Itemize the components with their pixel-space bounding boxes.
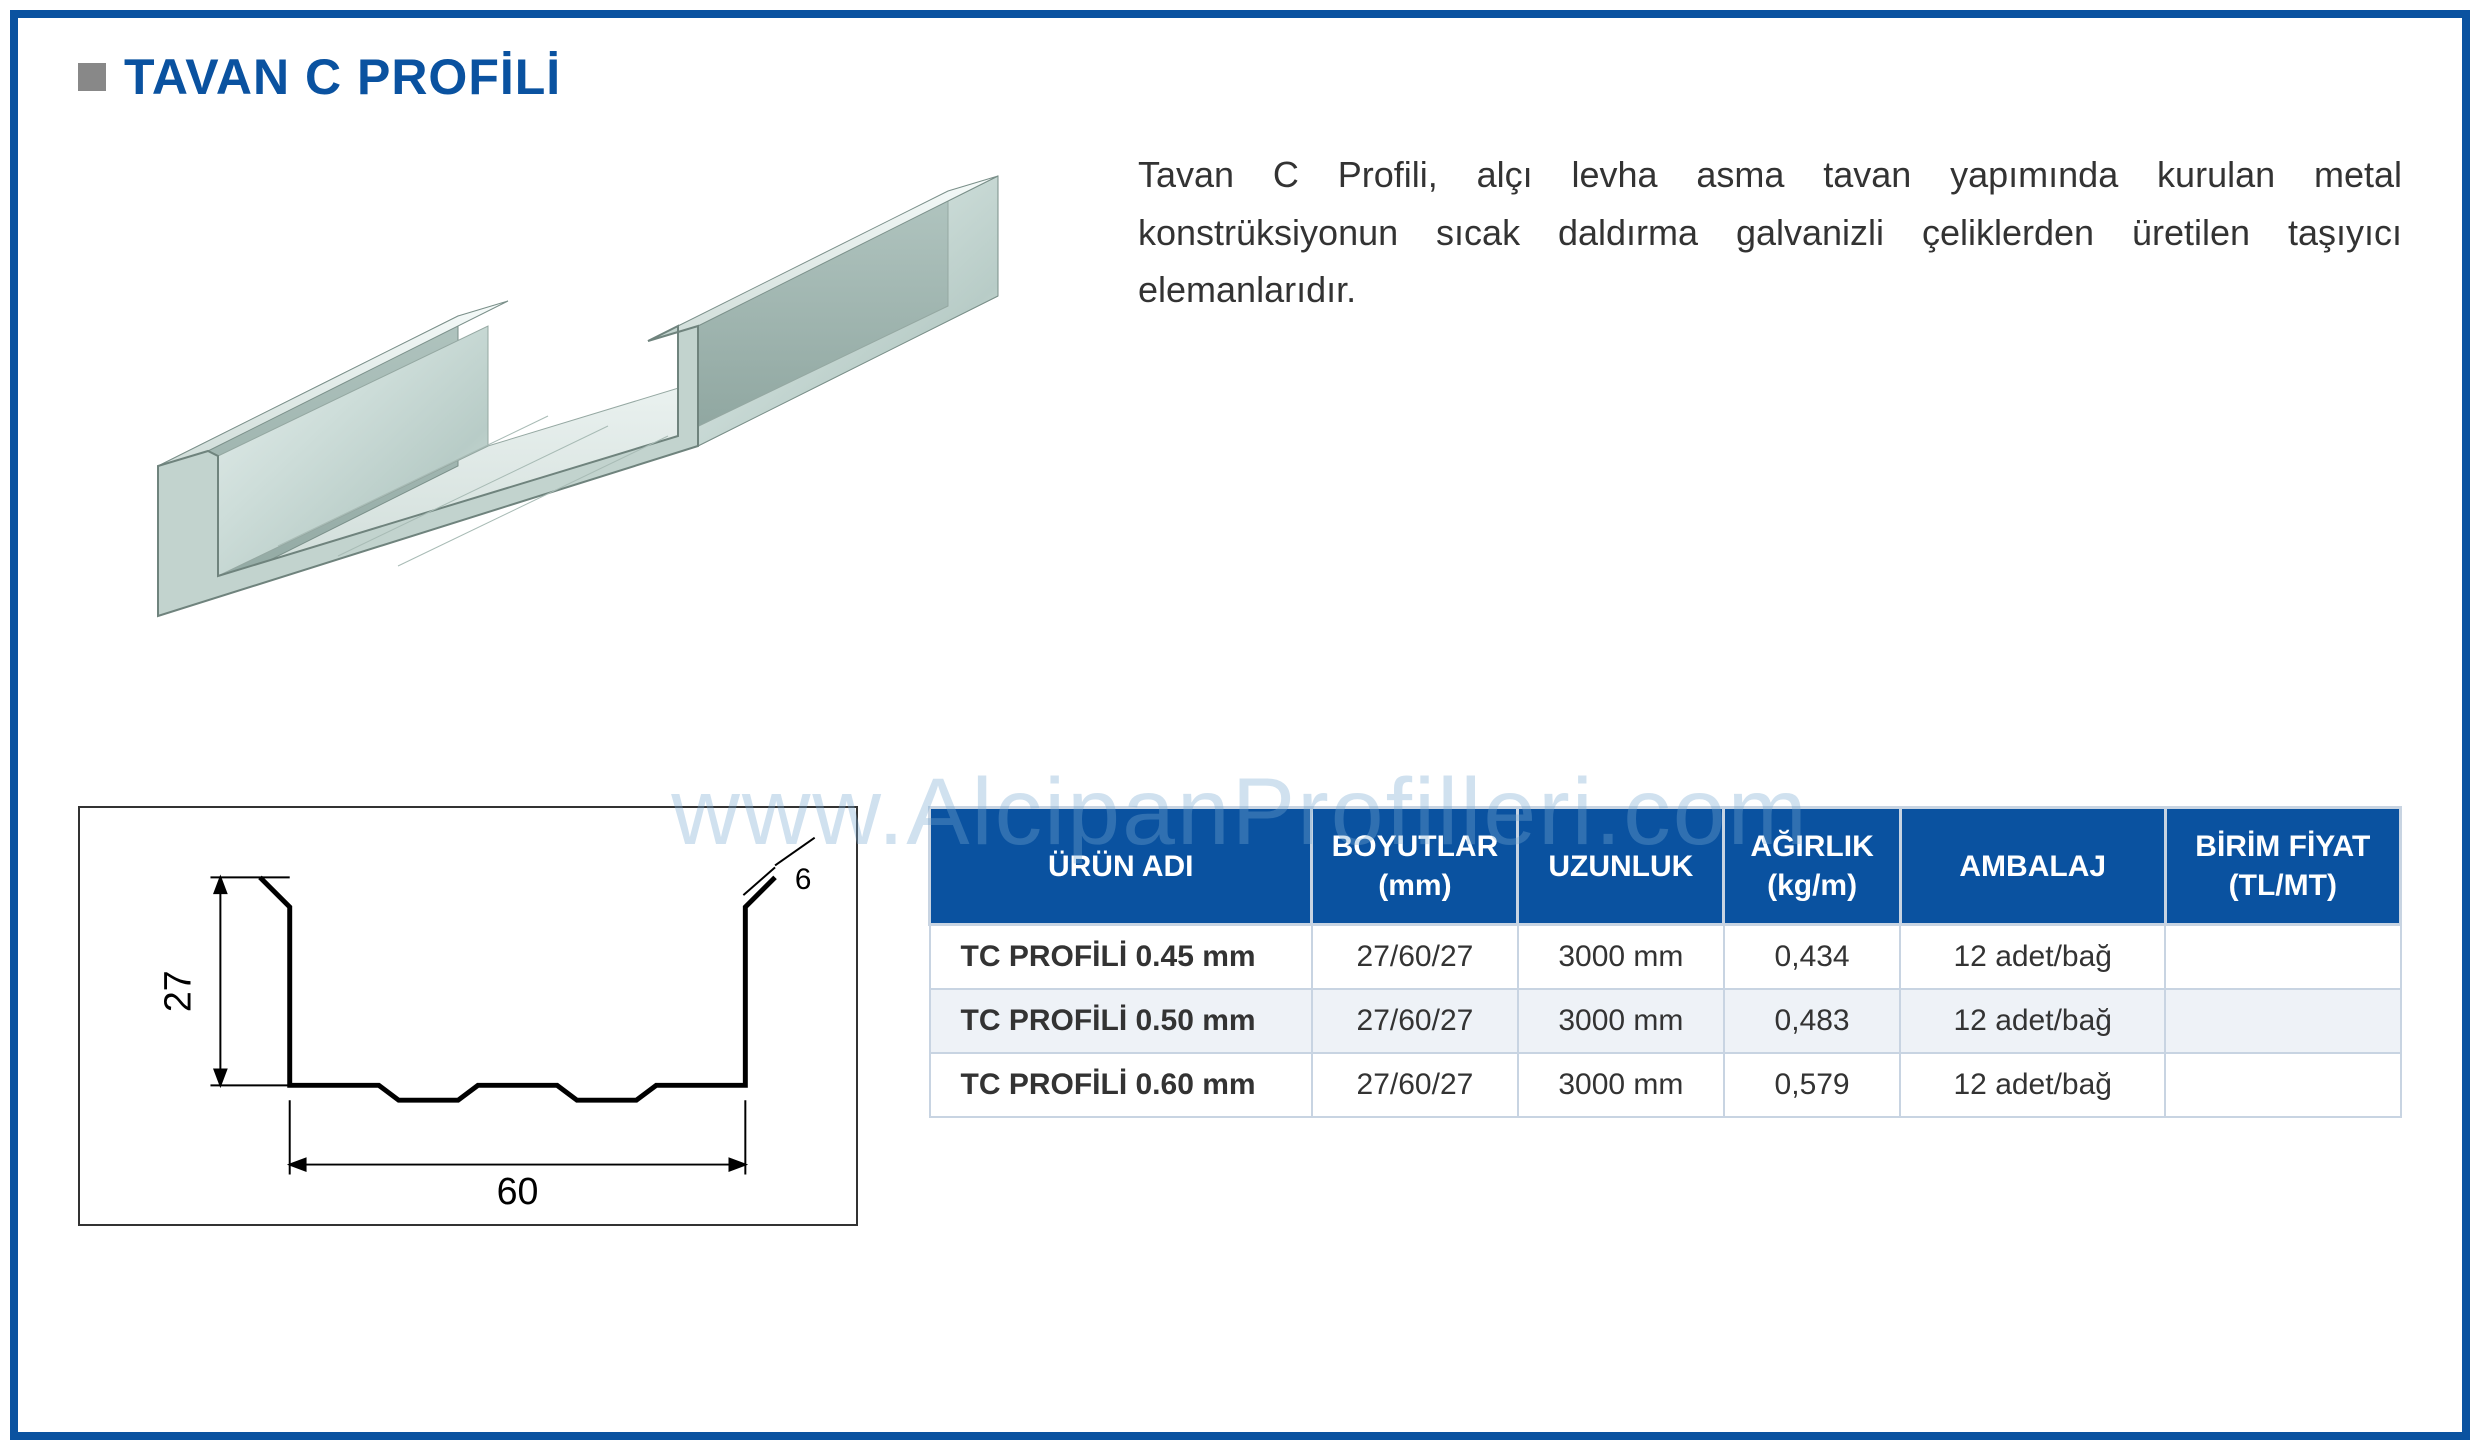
table-cell bbox=[2165, 1053, 2400, 1117]
page-frame: TAVAN C PROFİLİ bbox=[10, 10, 2470, 1440]
dim-width: 60 bbox=[497, 1170, 539, 1212]
spec-table: ÜRÜN ADIBOYUTLAR(mm)UZUNLUKAĞIRLIK(kg/m)… bbox=[928, 806, 2402, 1118]
table-cell: 27/60/27 bbox=[1312, 1053, 1518, 1117]
table-cell: 12 adet/bağ bbox=[1900, 989, 2165, 1053]
table-cell: TC PROFİLİ 0.60 mm bbox=[930, 1053, 1312, 1117]
top-section: Tavan C Profili, alçı levha asma tavan y… bbox=[78, 136, 2402, 686]
table-cell: 0,434 bbox=[1724, 925, 1901, 990]
spec-col-header: UZUNLUK bbox=[1518, 808, 1724, 925]
cross-section-diagram: 27 60 6 bbox=[78, 806, 858, 1226]
table-cell: TC PROFİLİ 0.45 mm bbox=[930, 925, 1312, 990]
dim-height: 27 bbox=[157, 970, 199, 1012]
table-row: TC PROFİLİ 0.45 mm27/60/273000 mm0,43412… bbox=[930, 925, 2401, 990]
cross-section-svg: 27 60 6 bbox=[80, 808, 856, 1224]
table-cell: 12 adet/bağ bbox=[1900, 1053, 2165, 1117]
product-description: Tavan C Profili, alçı levha asma tavan y… bbox=[1138, 136, 2402, 686]
spec-col-header: AMBALAJ bbox=[1900, 808, 2165, 925]
c-profile-illustration bbox=[78, 136, 1078, 686]
table-cell: 3000 mm bbox=[1518, 1053, 1724, 1117]
table-row: TC PROFİLİ 0.60 mm27/60/273000 mm0,57912… bbox=[930, 1053, 2401, 1117]
table-row: TC PROFİLİ 0.50 mm27/60/273000 mm0,48312… bbox=[930, 989, 2401, 1053]
table-cell: TC PROFİLİ 0.50 mm bbox=[930, 989, 1312, 1053]
table-cell: 0,483 bbox=[1724, 989, 1901, 1053]
table-cell: 12 adet/bağ bbox=[1900, 925, 2165, 990]
table-cell: 27/60/27 bbox=[1312, 989, 1518, 1053]
table-cell: 27/60/27 bbox=[1312, 925, 1518, 990]
table-cell: 3000 mm bbox=[1518, 989, 1724, 1053]
spec-col-header: ÜRÜN ADI bbox=[930, 808, 1312, 925]
spec-col-header: AĞIRLIK(kg/m) bbox=[1724, 808, 1901, 925]
square-bullet-icon bbox=[78, 63, 106, 91]
dim-flange: 6 bbox=[795, 863, 812, 896]
spec-col-header: BİRİM FİYAT(TL/MT) bbox=[2165, 808, 2400, 925]
table-cell: 3000 mm bbox=[1518, 925, 1724, 990]
bottom-section: 27 60 6 ÜRÜN bbox=[78, 806, 2402, 1226]
spec-header-row: ÜRÜN ADIBOYUTLAR(mm)UZUNLUKAĞIRLIK(kg/m)… bbox=[930, 808, 2401, 925]
table-cell bbox=[2165, 925, 2400, 990]
page-title: TAVAN C PROFİLİ bbox=[124, 48, 561, 106]
table-cell bbox=[2165, 989, 2400, 1053]
product-image bbox=[78, 136, 1078, 686]
table-cell: 0,579 bbox=[1724, 1053, 1901, 1117]
title-row: TAVAN C PROFİLİ bbox=[78, 48, 2402, 106]
spec-col-header: BOYUTLAR(mm) bbox=[1312, 808, 1518, 925]
spec-tbody: TC PROFİLİ 0.45 mm27/60/273000 mm0,43412… bbox=[930, 925, 2401, 1118]
